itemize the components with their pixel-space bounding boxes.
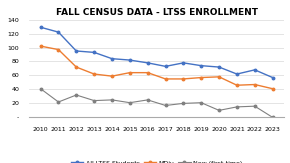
New (first-time) [39,88,42,90]
New (first-time) [271,116,274,118]
Line: All LTSS Students: All LTSS Students [39,26,274,79]
All LTSS Students [235,73,239,75]
MDiv [164,78,167,80]
New (first-time) [235,106,239,108]
All LTSS Students [110,58,114,60]
MDiv [39,45,42,47]
New (first-time) [164,104,167,106]
New (first-time) [93,100,96,102]
New (first-time) [57,101,60,103]
New (first-time) [128,102,132,104]
MDiv [146,72,149,74]
Line: MDiv: MDiv [39,45,274,90]
MDiv [57,49,60,51]
All LTSS Students [164,65,167,67]
All LTSS Students [128,59,132,61]
All LTSS Students [57,31,60,33]
All LTSS Students [93,51,96,53]
All LTSS Students [182,62,185,64]
New (first-time) [217,109,221,111]
MDiv [235,84,239,86]
All LTSS Students [200,65,203,67]
MDiv [110,75,114,77]
New (first-time) [75,94,78,96]
New (first-time) [110,99,114,101]
Title: FALL CENSUS DATA - LTSS ENROLLMENT: FALL CENSUS DATA - LTSS ENROLLMENT [56,8,258,17]
New (first-time) [146,99,149,101]
MDiv [128,72,132,74]
MDiv [200,77,203,79]
MDiv [217,76,221,78]
All LTSS Students [146,62,149,64]
MDiv [75,66,78,68]
Legend: All LTSS Students, MDiv, New (first-time): All LTSS Students, MDiv, New (first-time… [68,158,245,163]
New (first-time) [253,105,256,107]
All LTSS Students [253,69,256,71]
All LTSS Students [271,77,274,79]
All LTSS Students [217,66,221,68]
All LTSS Students [75,50,78,52]
MDiv [182,78,185,80]
New (first-time) [200,102,203,104]
MDiv [93,73,96,75]
MDiv [271,88,274,90]
All LTSS Students [39,26,42,28]
MDiv [253,84,256,86]
Line: New (first-time): New (first-time) [39,88,274,119]
New (first-time) [182,102,185,104]
